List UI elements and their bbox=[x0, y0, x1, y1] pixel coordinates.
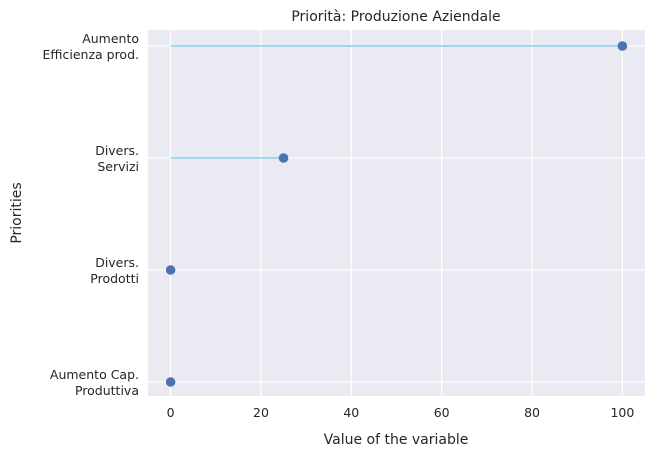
y-axis-label: Priorities bbox=[9, 182, 25, 243]
x-tick-labels: 0 20 40 60 80 100 bbox=[167, 405, 635, 420]
data-point bbox=[165, 265, 176, 275]
x-tick-label: 20 bbox=[253, 405, 269, 420]
x-tick-label: 80 bbox=[524, 405, 540, 420]
x-tick-label: 100 bbox=[610, 405, 634, 420]
y-tick-labels: Aumento Efficienza prod. Divers. Servizi Div… bbox=[43, 31, 140, 398]
data-point bbox=[165, 377, 176, 387]
x-tick-label: 60 bbox=[434, 405, 450, 420]
chart-title: Priorità: Produzione Aziendale bbox=[291, 9, 500, 25]
x-gridlines bbox=[169, 30, 624, 396]
data-point bbox=[278, 153, 289, 163]
y-tick-label: Aumento Cap. Produttiva bbox=[50, 367, 139, 398]
x-tick-label: 40 bbox=[343, 405, 359, 420]
stems bbox=[170, 45, 623, 159]
y-tick-label: Divers. Prodotti bbox=[90, 255, 139, 286]
plot-background bbox=[148, 30, 645, 396]
y-tick-label: Divers. Servizi bbox=[95, 143, 139, 174]
data-point bbox=[617, 41, 628, 51]
markers bbox=[165, 41, 628, 387]
x-tick-label: 0 bbox=[167, 405, 175, 420]
y-tick-label: Aumento Efficienza prod. bbox=[43, 31, 140, 62]
x-axis-label: Value of the variable bbox=[324, 432, 469, 448]
